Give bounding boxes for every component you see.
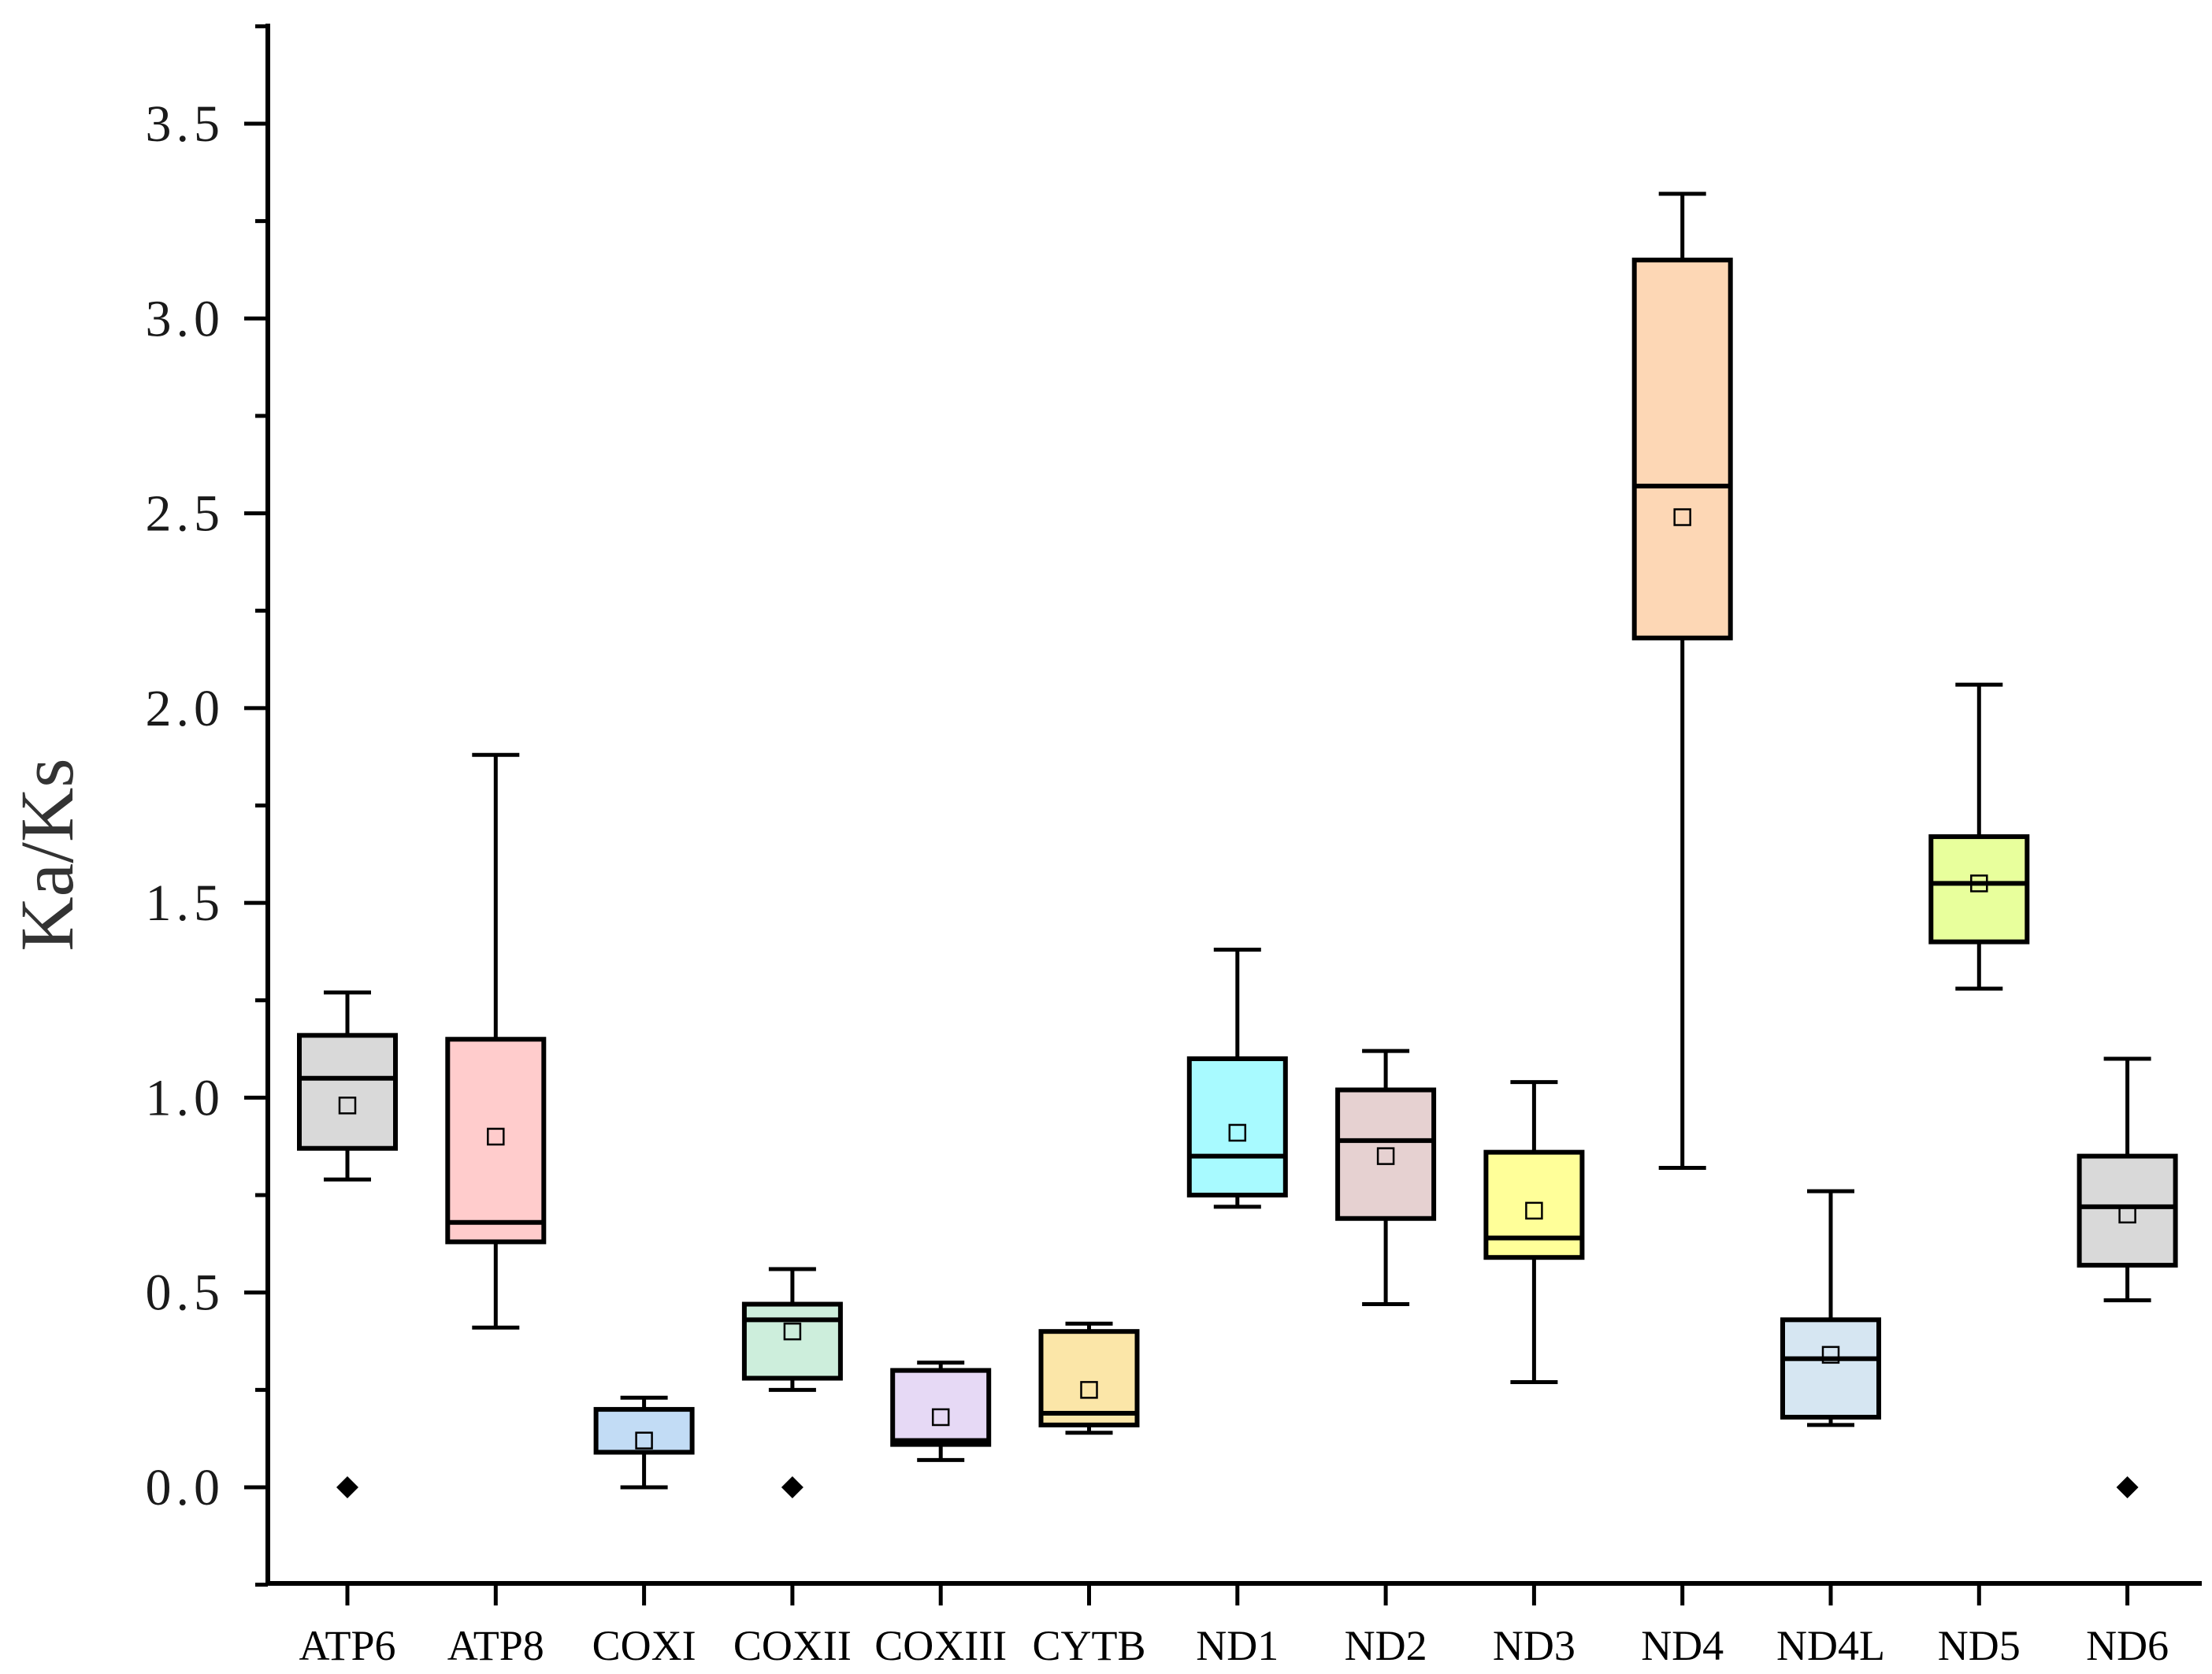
outlier-point (781, 1476, 804, 1498)
x-tick-label: ND2 (1345, 1622, 1427, 1669)
iqr-box (1335, 1087, 1437, 1221)
mean-marker (1970, 874, 1988, 893)
box-atp8 (445, 752, 547, 1330)
x-tick-label: COXII (733, 1622, 852, 1669)
iqr-box (297, 1033, 398, 1151)
mean-marker (487, 1127, 505, 1146)
mean-marker (1376, 1147, 1395, 1165)
mean-marker (931, 1408, 950, 1427)
iqr-box (1186, 1056, 1288, 1198)
box-coxiii (890, 1360, 992, 1462)
outlier-point (336, 1476, 358, 1498)
y-tick-label: 2.5 (146, 485, 225, 543)
x-tick-label: ND4L (1776, 1622, 1885, 1669)
x-tick-label: ATP8 (447, 1622, 544, 1669)
mean-marker (1821, 1346, 1840, 1364)
iqr-box (741, 1301, 843, 1381)
x-tick-label: ND6 (2086, 1622, 2169, 1669)
x-tick-label: ND4 (1641, 1622, 1724, 1669)
iqr-box (890, 1368, 992, 1447)
mean-marker (783, 1322, 802, 1341)
iqr-box (1780, 1317, 1881, 1420)
iqr-box (593, 1407, 695, 1455)
box-atp6 (297, 990, 398, 1498)
box-coxii (741, 1267, 843, 1498)
y-tick-label: 1.0 (146, 1069, 225, 1127)
x-tick-label: ND5 (1938, 1622, 2021, 1669)
box-coxi (593, 1395, 695, 1490)
y-tick-label: 2.0 (146, 680, 225, 737)
box-nd5 (1928, 682, 2030, 991)
box-nd4 (1631, 191, 1733, 1170)
iqr-box (1928, 834, 2030, 945)
x-tick-label: COXIII (874, 1622, 1007, 1669)
box-nd4l (1780, 1189, 1881, 1427)
y-tick-label: 3.5 (146, 95, 225, 153)
iqr-box (445, 1037, 547, 1245)
y-axis-title: Ka/Ks (5, 758, 89, 951)
iqr-box (1038, 1329, 1140, 1427)
iqr-box (2077, 1153, 2178, 1268)
y-tick-label: 3.0 (146, 290, 225, 347)
x-tick-label: ND1 (1196, 1622, 1279, 1669)
y-tick-label: 0.5 (146, 1264, 225, 1322)
x-tick-label: COXI (592, 1622, 696, 1669)
axes: 0.0 0.5 1.0 1.5 2.0 2.5 3.0 3.5 ATP6 ATP8 COXI COXI… (146, 24, 2202, 1669)
mean-marker (2118, 1205, 2136, 1224)
y-tick-label: 1.5 (146, 874, 225, 932)
mean-marker (1673, 508, 1691, 526)
box-cytb (1038, 1321, 1140, 1435)
x-tick-label: ND3 (1493, 1622, 1575, 1669)
mean-marker (1228, 1123, 1247, 1142)
box-nd6 (2077, 1056, 2178, 1498)
mean-marker (635, 1431, 653, 1449)
mean-marker (338, 1097, 357, 1115)
box-nd2 (1335, 1049, 1437, 1307)
mean-marker (1080, 1381, 1098, 1399)
x-tick-label: ATP6 (299, 1622, 395, 1669)
plot-area (297, 191, 2178, 1498)
mean-marker (1525, 1201, 1543, 1220)
x-tick-label: CYTB (1032, 1622, 1145, 1669)
iqr-box (1483, 1149, 1585, 1260)
box-nd1 (1186, 947, 1288, 1209)
y-tick-label: 0.0 (146, 1459, 225, 1516)
iqr-box (1631, 258, 1733, 640)
outlier-point (2116, 1476, 2139, 1498)
box-nd3 (1483, 1080, 1585, 1384)
